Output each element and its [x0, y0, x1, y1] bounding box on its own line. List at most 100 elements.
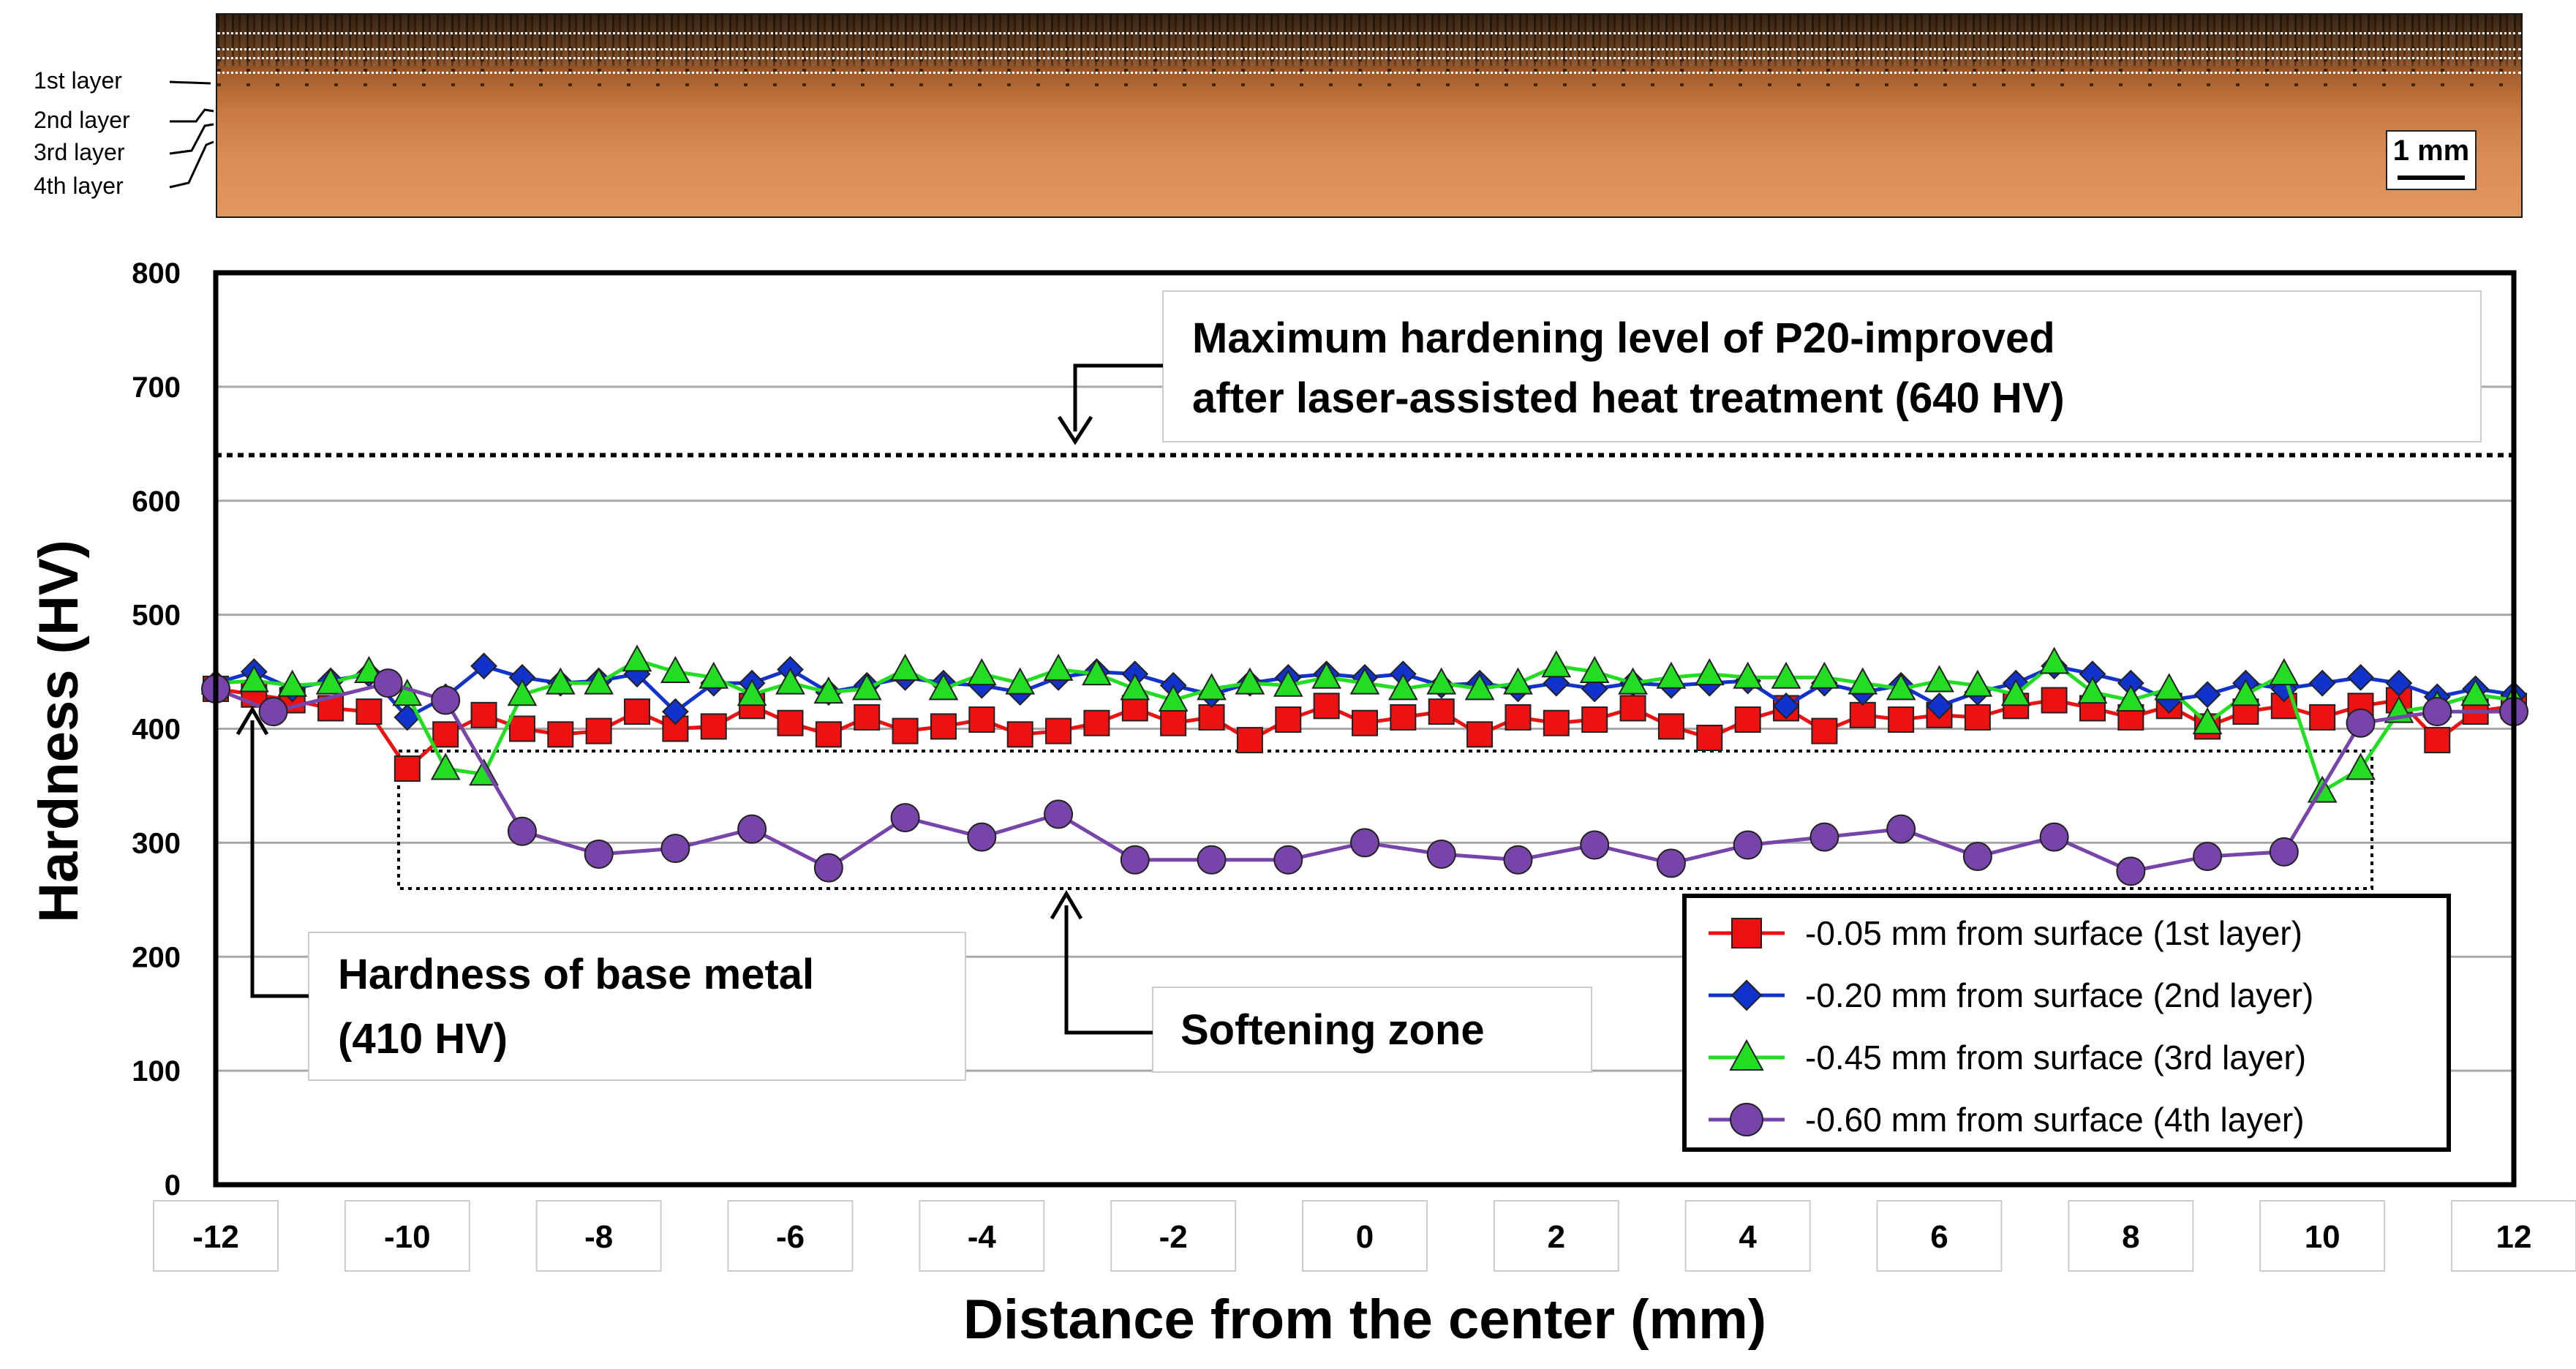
data-point-square	[1045, 717, 1072, 744]
data-point-triangle	[1043, 653, 1074, 681]
x-tick-label: 6	[1930, 1219, 1948, 1255]
data-point-square	[968, 706, 995, 733]
data-point-triangle	[1197, 673, 1227, 701]
x-tick-box	[1684, 1200, 1811, 1272]
x-tick-box	[153, 1200, 279, 1272]
layer-line-1	[217, 32, 2521, 34]
data-series	[200, 644, 2529, 886]
data-point-square	[585, 717, 612, 744]
data-point-triangle	[928, 673, 959, 701]
layer-label-4: 4th layer	[34, 173, 124, 199]
data-point-circle	[2269, 837, 2299, 867]
x-tick-box	[1302, 1200, 1428, 1272]
data-point-triangle	[775, 667, 805, 695]
data-point-circle	[1886, 814, 1916, 844]
x-tick-box	[535, 1200, 662, 1272]
base-metal-text-line1: Hardness of base metal	[338, 951, 814, 998]
max-hardening-text-line2: after laser-assisted heat treatment (640…	[1192, 374, 2065, 422]
base-metal-arrowhead	[236, 706, 269, 736]
data-point-square	[700, 713, 727, 740]
data-point-triangle	[1733, 661, 1763, 689]
scale-bar-label: 1 mm	[2392, 135, 2470, 167]
layer-label-arrows	[169, 80, 214, 189]
data-point-circle	[1809, 822, 1839, 852]
data-point-square	[355, 698, 383, 725]
series-4	[201, 668, 2528, 886]
data-point-diamond	[1926, 692, 1953, 720]
x-tick-label: -8	[584, 1219, 613, 1255]
layer-label-2: 2nd layer	[34, 107, 130, 133]
data-point-triangle	[584, 667, 614, 695]
data-point-triangle	[1541, 650, 1572, 678]
scale-bar: 1 mm	[2386, 130, 2477, 190]
series-3	[200, 644, 2529, 803]
x-tick-label: 2	[1548, 1219, 1565, 1255]
layer-label-3: 3rd layer	[34, 139, 125, 165]
data-point-triangle	[545, 667, 576, 695]
legend-marker-diamond	[1730, 979, 1763, 1011]
data-point-triangle	[1426, 667, 1457, 695]
data-point-triangle	[2000, 679, 2031, 706]
data-point-diamond	[1772, 692, 1800, 720]
plot-frame	[213, 270, 2517, 1188]
data-point-triangle	[1618, 667, 1648, 695]
data-point-diamond	[661, 698, 689, 725]
data-point-square	[1198, 704, 1225, 731]
x-tick-box	[2068, 1200, 2194, 1272]
data-point-triangle	[1962, 669, 1993, 697]
data-point-diamond	[2347, 663, 2374, 691]
data-point-square	[508, 715, 535, 742]
max-hardening-arrowhead	[1057, 415, 1093, 445]
data-point-triangle	[238, 665, 269, 693]
data-point-circle	[1733, 830, 1763, 860]
data-point-triangle	[2039, 646, 2069, 674]
data-point-circle	[2039, 822, 2069, 852]
x-tick-box	[919, 1200, 1045, 1272]
indent-row-4	[217, 83, 2521, 86]
data-point-square	[1581, 706, 1608, 733]
legend-marker-square	[1731, 918, 1762, 949]
data-point-triangle	[1924, 665, 1954, 693]
layer-line-3	[217, 57, 2521, 59]
data-point-triangle	[2460, 679, 2491, 706]
x-axis-title: Distance from the center (mm)	[963, 1289, 1766, 1351]
data-point-circle	[431, 685, 461, 715]
data-point-square	[892, 717, 919, 744]
data-point-square	[1849, 701, 1876, 728]
max-hardening-text-line1: Maximum hardening level of P20-improved	[1192, 314, 2055, 362]
data-point-triangle	[851, 673, 882, 701]
data-point-circle	[1273, 845, 1303, 875]
data-point-triangle	[1809, 661, 1839, 689]
data-point-circle	[2346, 708, 2376, 738]
data-point-square	[1313, 693, 1340, 720]
softening-zone-box	[1152, 987, 1592, 1073]
data-point-triangle	[1656, 661, 1687, 689]
data-point-diamond	[470, 652, 497, 680]
data-point-square	[1160, 709, 1187, 736]
data-point-square	[1236, 727, 1263, 754]
data-point-circle	[373, 668, 403, 698]
x-tick-box	[344, 1200, 470, 1272]
data-point-square	[815, 721, 842, 748]
data-point-square	[1657, 713, 1684, 740]
y-tick-label: 300	[132, 827, 181, 859]
data-point-triangle	[1464, 673, 1495, 701]
data-point-square	[1888, 706, 1915, 733]
x-tick-label: -12	[192, 1219, 239, 1255]
data-point-triangle	[1694, 658, 1725, 686]
data-point-circle	[890, 803, 920, 833]
data-point-triangle	[2269, 658, 2300, 686]
data-point-square	[2309, 704, 2336, 731]
y-tick-label: 700	[132, 372, 181, 404]
data-point-triangle	[1005, 667, 1036, 695]
data-point-circle	[737, 814, 767, 844]
data-point-triangle	[1120, 673, 1150, 701]
data-point-square	[1696, 724, 1723, 751]
data-point-circle	[1503, 845, 1533, 875]
data-point-square	[1504, 704, 1532, 731]
x-tick-label: -2	[1159, 1219, 1188, 1255]
data-point-square	[1964, 704, 1991, 731]
data-point-triangle	[277, 669, 308, 697]
data-point-square	[470, 701, 497, 728]
